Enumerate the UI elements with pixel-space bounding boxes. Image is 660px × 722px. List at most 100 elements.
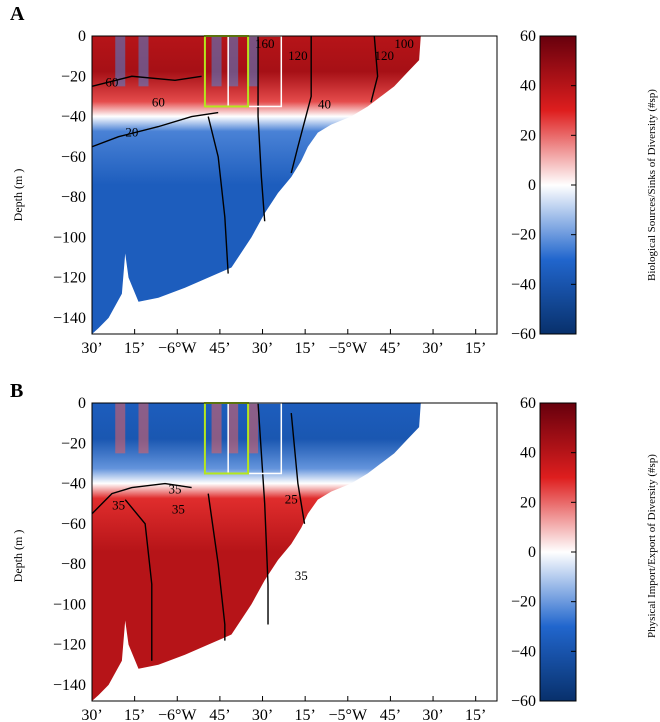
- colorbar-tick-label: 40: [520, 78, 536, 95]
- heatmap-streak: [228, 403, 239, 454]
- y-tick-label: −100: [53, 596, 86, 613]
- y-tick-label: −140: [53, 677, 86, 694]
- x-tick-label: 15’: [294, 340, 315, 357]
- panel-label: B: [10, 380, 23, 402]
- heatmap-streak: [138, 36, 149, 87]
- panel-label: A: [10, 3, 25, 25]
- y-axis-label: Depth (m ): [11, 530, 25, 583]
- x-tick-label: 30’: [81, 340, 102, 357]
- contour-line: [290, 36, 312, 174]
- y-ticks: 0 −20 −40 −60 −80 −100 −120 −140: [53, 28, 97, 327]
- colorbar-tick-label: 0: [528, 177, 536, 194]
- y-tick-label: −20: [61, 68, 86, 85]
- heatmap-field: [92, 36, 421, 334]
- contour-line: [370, 35, 379, 103]
- contour-label: 60: [105, 74, 118, 89]
- y-tick-label: −80: [61, 189, 86, 206]
- x-tick-label: −6°W: [158, 340, 197, 357]
- y-tick-label: −120: [53, 270, 86, 287]
- y-tick-label: 0: [78, 395, 86, 412]
- colorbar-label: Physical Import/Export of Diversity (#sp…: [646, 454, 658, 638]
- colorbar-tick-label: −40: [511, 276, 536, 293]
- heatmap-streak: [115, 403, 126, 454]
- colorbar-gradient: [539, 402, 577, 702]
- colorbar: 60 40 20 0 −20 −40 −60: [511, 28, 577, 343]
- contour-label: 35: [172, 502, 185, 517]
- contour-label: 120: [374, 48, 394, 63]
- heatmap-streak: [228, 36, 239, 87]
- y-tick-label: −60: [61, 516, 86, 533]
- y-tick-label: −80: [61, 556, 86, 573]
- colorbar-tick-label: −60: [511, 326, 536, 343]
- colorbar-tick-label: 20: [520, 494, 536, 511]
- contour-line: [91, 482, 192, 515]
- y-tick-label: −60: [61, 149, 86, 166]
- heatmap-streak: [138, 403, 149, 454]
- y-tick-label: −140: [53, 310, 86, 327]
- colorbar-tick-label: −20: [511, 227, 536, 244]
- x-tick-label: −5°W: [329, 707, 368, 722]
- y-tick-label: −20: [61, 435, 86, 452]
- x-tick-label: 45’: [380, 340, 401, 357]
- contour-label: 40: [318, 96, 331, 111]
- colorbar-tick-label: 60: [520, 395, 536, 412]
- contour-label: 160: [255, 36, 275, 51]
- x-tick-label: 15’: [124, 340, 145, 357]
- colorbar-gradient: [539, 35, 577, 335]
- colorbar-tick-label: 40: [520, 445, 536, 462]
- panel-a: A Depth (m ) 0 −20 −40 −60 −80 −100 −120 −140 3…: [10, 3, 658, 357]
- heatmap-streak: [115, 36, 126, 87]
- heatmap-fill: [92, 36, 421, 334]
- contour-label: 35: [112, 498, 125, 513]
- contour-label: 35: [295, 568, 308, 583]
- x-ticks: 30’ 15’ −6°W 45’ 30’ 15’ −5°W 45’ 30’ 15’: [81, 696, 486, 722]
- contour-label: 120: [288, 48, 308, 63]
- panel-b: B Depth (m ) 0 −20 −40 −60 −80 −100 −120 −140 3…: [10, 380, 658, 722]
- x-tick-label: 30’: [81, 707, 102, 722]
- x-tick-label: 15’: [294, 707, 315, 722]
- contour-label: 100: [394, 36, 414, 51]
- heatmap-streak: [248, 36, 259, 87]
- colorbar-tick-label: −20: [511, 594, 536, 611]
- colorbar-tick-label: −40: [511, 643, 536, 660]
- heatmap-streak: [211, 403, 222, 454]
- heatmap-streak: [248, 403, 259, 454]
- y-tick-label: −100: [53, 229, 86, 246]
- plot-frame: [91, 35, 498, 335]
- x-tick-label: 30’: [422, 707, 443, 722]
- contour-line: [91, 111, 219, 148]
- colorbar-tick-label: 60: [520, 28, 536, 45]
- heatmap-streak: [211, 36, 222, 87]
- colorbar-tick-label: 20: [520, 127, 536, 144]
- x-tick-label: 30’: [422, 340, 443, 357]
- y-tick-label: −40: [61, 109, 86, 126]
- contour-label: 60: [152, 94, 165, 109]
- x-tick-label: −6°W: [158, 707, 197, 722]
- x-tick-label: 15’: [124, 707, 145, 722]
- x-tick-label: 45’: [209, 340, 230, 357]
- contour-line: [91, 75, 202, 88]
- contour-label: 35: [169, 482, 182, 497]
- x-ticks: 30’ 15’ −6°W 45’ 30’ 15’ −5°W 45’ 30’ 15’: [81, 329, 486, 357]
- contour-label: 25: [285, 492, 298, 507]
- y-tick-label: −120: [53, 637, 86, 654]
- x-tick-label: 15’: [465, 707, 486, 722]
- y-tick-label: −40: [61, 476, 86, 493]
- x-tick-label: 45’: [209, 707, 230, 722]
- contour-line: [290, 413, 306, 524]
- x-tick-label: 15’: [465, 340, 486, 357]
- colorbar-label: Biological Sources/Sinks of Diversity (#…: [646, 89, 658, 281]
- y-tick-label: 0: [78, 28, 86, 45]
- x-tick-label: 30’: [252, 707, 273, 722]
- colorbar: 60 40 20 0 −20 −40 −60: [511, 395, 577, 710]
- colorbar-tick-label: 0: [528, 544, 536, 561]
- x-tick-label: 45’: [380, 707, 401, 722]
- contour-line: [257, 36, 266, 222]
- contours: 35 35 35 35 25: [91, 402, 308, 661]
- x-tick-label: −5°W: [329, 340, 368, 357]
- y-ticks: 0 −20 −40 −60 −80 −100 −120 −140: [53, 395, 97, 694]
- contour-label: 20: [125, 125, 138, 140]
- plot-frame: [91, 402, 498, 702]
- contour-line: [207, 493, 226, 641]
